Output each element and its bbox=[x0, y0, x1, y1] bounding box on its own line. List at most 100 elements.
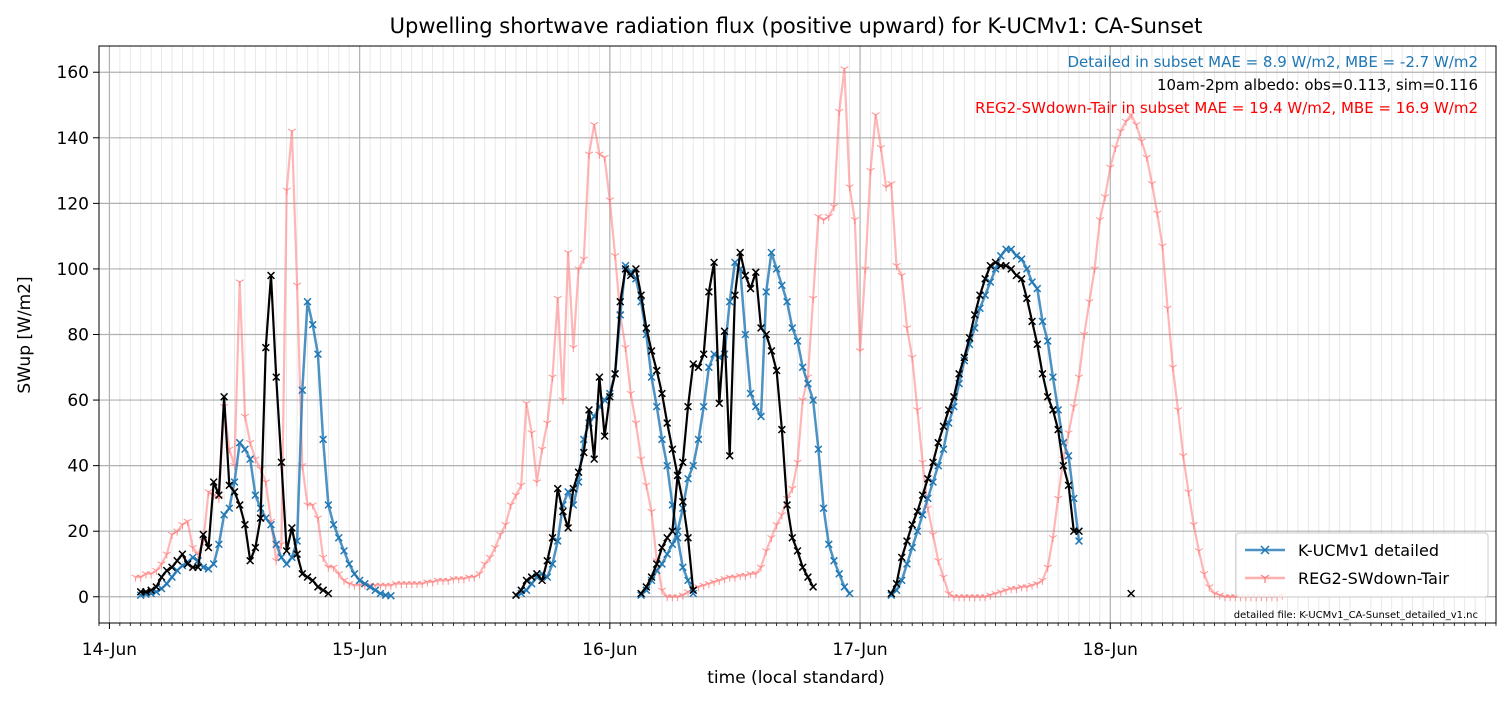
data-point bbox=[939, 422, 948, 431]
data-point bbox=[934, 557, 943, 566]
data-point bbox=[251, 491, 260, 500]
data-point bbox=[397, 580, 406, 589]
data-point bbox=[798, 363, 807, 372]
data-point bbox=[642, 583, 651, 591]
data-point bbox=[772, 521, 781, 530]
data-point bbox=[689, 589, 698, 598]
data-point bbox=[496, 531, 505, 539]
data-point bbox=[1048, 534, 1058, 543]
data-point bbox=[146, 571, 156, 579]
data-point bbox=[949, 392, 958, 401]
data-point bbox=[735, 572, 745, 580]
data-point bbox=[287, 523, 296, 532]
data-point bbox=[783, 297, 792, 306]
data-point bbox=[684, 576, 692, 585]
data-point bbox=[1153, 210, 1162, 218]
data-point bbox=[298, 386, 307, 395]
data-point bbox=[986, 592, 995, 600]
data-point bbox=[824, 540, 833, 549]
data-point bbox=[866, 167, 875, 176]
data-point bbox=[527, 579, 536, 588]
data-point bbox=[1147, 180, 1157, 189]
data-point bbox=[376, 582, 385, 590]
data-point bbox=[694, 435, 703, 444]
data-point bbox=[803, 379, 812, 388]
data-point bbox=[1220, 593, 1230, 602]
data-point bbox=[991, 265, 1000, 273]
annotation-reg2-metrics: REG2-SWdown-Tair in subset MAE = 19.4 W/… bbox=[975, 99, 1478, 117]
data-point bbox=[407, 580, 416, 589]
data-point bbox=[209, 560, 218, 568]
data-point bbox=[293, 550, 302, 559]
data-point bbox=[887, 589, 896, 598]
data-point bbox=[506, 502, 515, 510]
data-point bbox=[319, 435, 328, 444]
data-point bbox=[626, 268, 635, 277]
data-point bbox=[543, 420, 552, 428]
data-point bbox=[689, 360, 698, 368]
data-point bbox=[1116, 128, 1125, 136]
data-point bbox=[897, 553, 906, 562]
data-point bbox=[1012, 251, 1021, 260]
data-point bbox=[1028, 317, 1037, 326]
data-point bbox=[324, 501, 333, 509]
data-point bbox=[1022, 584, 1032, 592]
data-point bbox=[725, 297, 734, 306]
data-point bbox=[329, 564, 338, 572]
data-point bbox=[1017, 274, 1026, 283]
data-point bbox=[980, 593, 990, 602]
data-point bbox=[1001, 587, 1011, 595]
data-point bbox=[746, 284, 755, 293]
data-point bbox=[574, 266, 583, 274]
data-point bbox=[256, 514, 265, 523]
data-point bbox=[423, 579, 432, 587]
y-tick-label: 60 bbox=[67, 391, 89, 411]
data-point bbox=[318, 554, 328, 562]
data-point bbox=[1100, 194, 1110, 202]
data-point bbox=[621, 344, 630, 353]
data-point bbox=[642, 586, 651, 595]
data-point bbox=[741, 271, 750, 280]
data-point bbox=[313, 515, 323, 523]
data-point bbox=[334, 571, 343, 579]
data-point bbox=[689, 461, 698, 470]
data-point bbox=[235, 279, 244, 287]
data-point bbox=[793, 337, 802, 345]
data-point bbox=[303, 502, 312, 510]
data-point bbox=[1075, 537, 1083, 545]
data-point bbox=[605, 392, 614, 401]
data-point bbox=[850, 216, 860, 225]
data-point bbox=[136, 574, 145, 582]
data-point bbox=[642, 324, 651, 332]
data-point bbox=[272, 373, 281, 382]
data-point bbox=[345, 580, 354, 589]
data-point bbox=[324, 589, 333, 598]
y-tick-label: 20 bbox=[67, 522, 89, 542]
legend: K-UCMv1 detailed REG2-SWdown-Tair bbox=[1235, 532, 1489, 598]
data-point bbox=[371, 586, 380, 595]
data-point bbox=[1043, 392, 1052, 401]
data-point bbox=[1111, 144, 1120, 153]
data-point bbox=[162, 551, 171, 559]
data-point bbox=[991, 590, 1000, 598]
x-tick-label: 14-Jun bbox=[82, 640, 137, 660]
data-point bbox=[731, 258, 739, 267]
legend-label-detailed: K-UCMv1 detailed bbox=[1298, 541, 1439, 560]
data-point bbox=[788, 485, 797, 494]
data-point bbox=[391, 580, 401, 589]
data-point bbox=[1038, 317, 1047, 326]
data-point bbox=[652, 402, 661, 411]
data-point bbox=[699, 350, 708, 359]
data-point bbox=[532, 479, 542, 487]
data-point bbox=[762, 330, 771, 339]
data-point bbox=[355, 576, 364, 585]
data-point bbox=[960, 593, 969, 602]
data-point bbox=[861, 266, 870, 274]
data-point bbox=[220, 392, 229, 401]
data-point bbox=[918, 510, 927, 519]
data-point bbox=[1002, 261, 1010, 270]
data-point bbox=[1205, 584, 1214, 592]
data-point bbox=[1179, 453, 1188, 461]
y-tick-label: 140 bbox=[57, 129, 89, 149]
data-point bbox=[741, 572, 750, 580]
